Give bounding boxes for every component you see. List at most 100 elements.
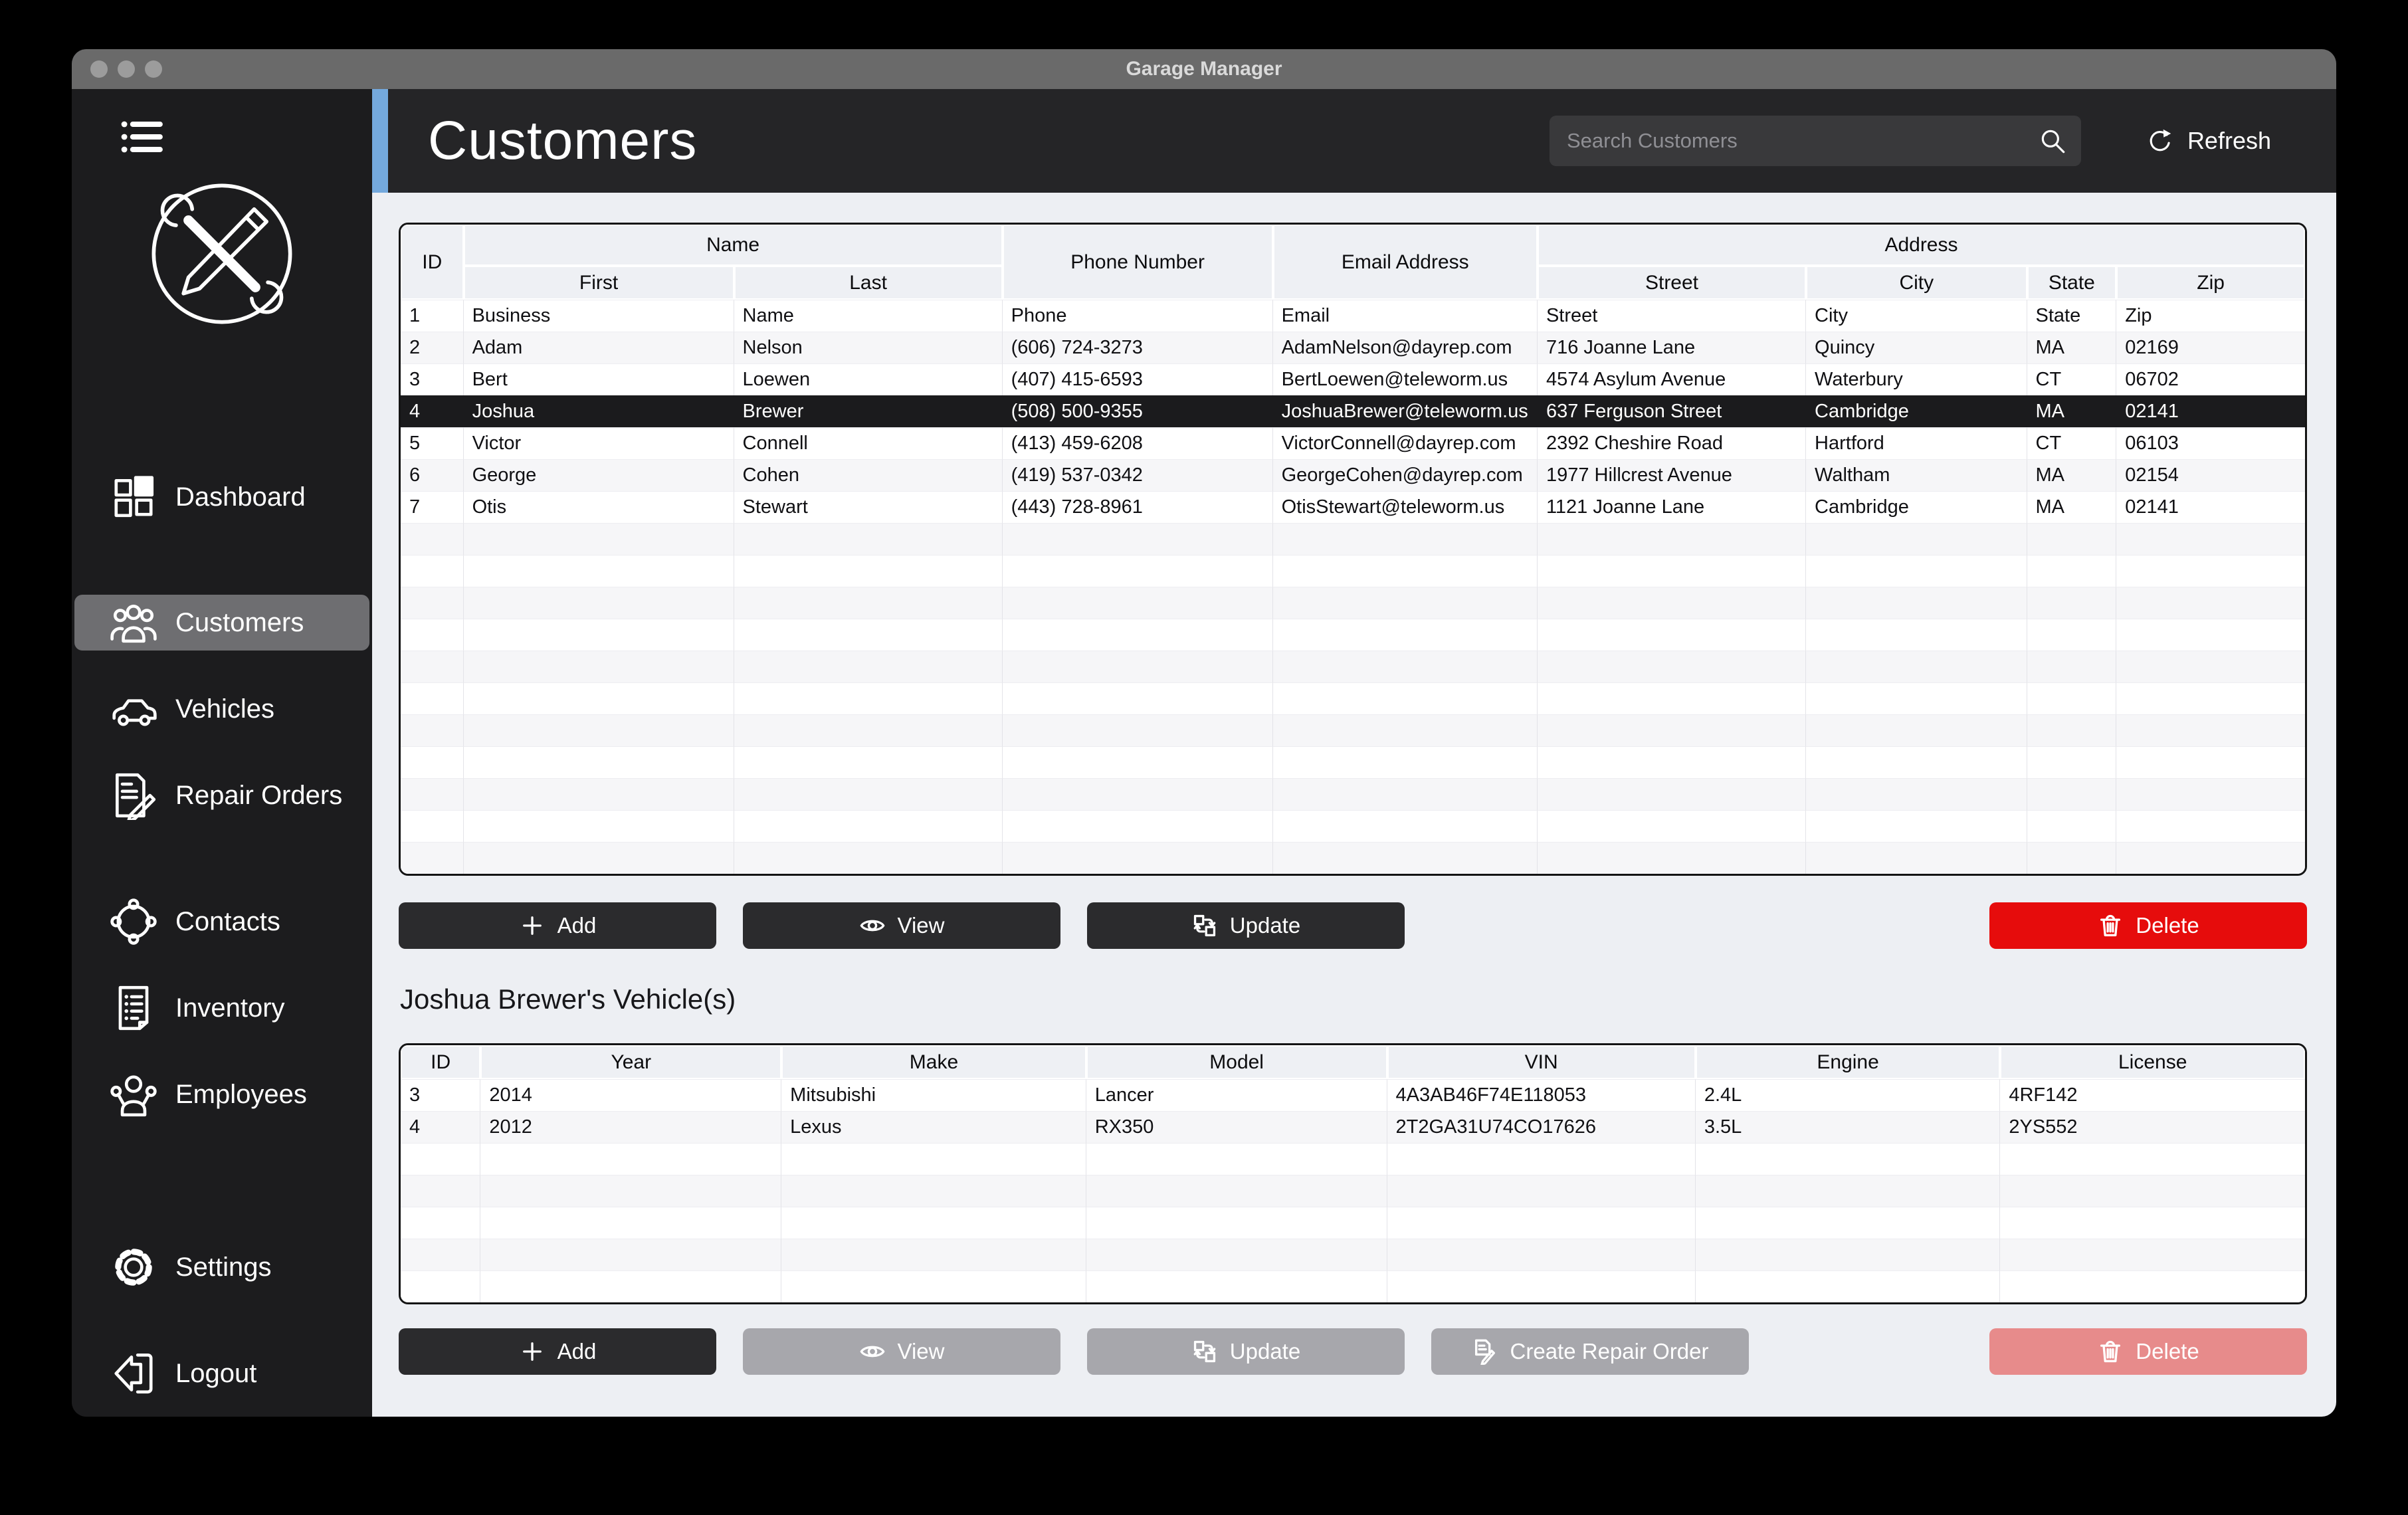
close-window-button[interactable]	[90, 60, 108, 78]
sidebar-item-vehicles[interactable]: Vehicles	[74, 681, 369, 737]
table-cell: GeorgeCohen@dayrep.com	[1272, 459, 1538, 491]
table-row[interactable]: 1 Business Name Phone Email Street City State Zi…	[401, 300, 2305, 332]
vehicles-section-title: Joshua Brewer's Vehicle(s)	[400, 983, 736, 1015]
table-cell	[1002, 555, 1273, 587]
veh-col-model[interactable]: Model	[1086, 1045, 1387, 1079]
table-cell: Hartford	[1806, 427, 2027, 459]
sidebar-item-employees[interactable]: Employees	[74, 1066, 369, 1122]
table-cell	[401, 746, 464, 778]
delete-vehicle-button[interactable]: Delete	[1989, 1328, 2307, 1375]
table-cell	[2116, 651, 2305, 682]
table-row[interactable]	[401, 810, 2305, 842]
table-cell	[2116, 682, 2305, 714]
veh-col-vin[interactable]: VIN	[1387, 1045, 1696, 1079]
table-row[interactable]: 2 Adam Nelson (606) 724-3273 AdamNelson@dayr…	[401, 332, 2305, 363]
table-row[interactable]	[401, 682, 2305, 714]
table-cell	[1695, 1270, 2001, 1302]
sidebar-item-repair-orders[interactable]: Repair Orders	[74, 767, 369, 823]
table-cell: 3	[401, 1079, 481, 1111]
view-customer-button[interactable]: View	[743, 902, 1060, 949]
col-header-street[interactable]: Street	[1537, 266, 1807, 300]
table-row[interactable]	[401, 714, 2305, 746]
view-vehicle-button[interactable]: View	[743, 1328, 1060, 1375]
table-cell: State	[2027, 300, 2117, 332]
table-cell: Connell	[734, 427, 1003, 459]
sidebar-item-customers[interactable]: Customers	[74, 595, 369, 651]
table-cell: Brewer	[734, 395, 1003, 427]
create-repair-order-button[interactable]: Create Repair Order	[1431, 1328, 1749, 1375]
table-row[interactable]	[401, 778, 2305, 810]
table-row[interactable]	[401, 1239, 2305, 1270]
veh-col-license[interactable]: License	[2000, 1045, 2305, 1079]
minimize-window-button[interactable]	[118, 60, 135, 78]
table-cell	[2116, 523, 2305, 555]
table-cell: CT	[2027, 427, 2117, 459]
add-vehicle-button[interactable]: Add	[399, 1328, 716, 1375]
table-row[interactable]	[401, 651, 2305, 682]
veh-col-make[interactable]: Make	[781, 1045, 1086, 1079]
table-row[interactable]: 4 2012 Lexus RX350 2T2GA31U74CO17626 3.5L 2YS5…	[401, 1111, 2305, 1143]
trash-icon	[2100, 914, 2121, 937]
table-row[interactable]: 5 Victor Connell (413) 459-6208 VictorConnel…	[401, 427, 2305, 459]
table-cell	[1086, 1175, 1387, 1207]
sidebar-item-contacts[interactable]: Contacts	[74, 894, 369, 950]
table-row[interactable]	[401, 619, 2305, 651]
customers-table: ID Name Phone Number Email Address Addre…	[399, 223, 2307, 876]
update-vehicle-button[interactable]: Update	[1087, 1328, 1405, 1375]
table-cell: Mitsubishi	[781, 1079, 1086, 1111]
table-row[interactable]	[401, 746, 2305, 778]
page-title: Customers	[428, 110, 698, 171]
veh-col-engine[interactable]: Engine	[1695, 1045, 2001, 1079]
table-row[interactable]: 7 Otis Stewart (443) 728-8961 OtisStewart@te…	[401, 491, 2305, 523]
sidebar-item-inventory[interactable]: Inventory	[74, 980, 369, 1036]
col-header-email[interactable]: Email Address	[1272, 225, 1538, 300]
col-header-first[interactable]: First	[463, 266, 734, 300]
table-row[interactable]	[401, 1143, 2305, 1175]
col-header-zip[interactable]: Zip	[2116, 266, 2305, 300]
table-row[interactable]	[401, 587, 2305, 619]
refresh-button[interactable]: Refresh	[2145, 89, 2271, 193]
sidebar-item-dashboard[interactable]: Dashboard	[74, 469, 369, 525]
table-cell	[1272, 555, 1538, 587]
table-cell	[2027, 682, 2117, 714]
table-cell	[1272, 651, 1538, 682]
table-cell	[1002, 651, 1273, 682]
table-row[interactable]	[401, 1175, 2305, 1207]
table-cell	[2116, 555, 2305, 587]
sidebar-item-settings[interactable]: Settings	[74, 1239, 369, 1295]
table-row[interactable]	[401, 842, 2305, 874]
table-cell: Quincy	[1806, 332, 2027, 363]
col-header-city[interactable]: City	[1806, 266, 2027, 300]
mechanic-icon	[110, 1075, 157, 1117]
menu-list-icon[interactable]	[110, 112, 174, 162]
col-header-phone[interactable]: Phone Number	[1002, 225, 1273, 300]
table-row[interactable]	[401, 1270, 2305, 1302]
col-header-address[interactable]: Address	[1537, 225, 2305, 266]
table-cell: OtisStewart@teleworm.us	[1272, 491, 1538, 523]
table-cell	[1695, 1143, 2001, 1175]
table-cell	[734, 714, 1003, 746]
veh-col-year[interactable]: Year	[480, 1045, 782, 1079]
sidebar-item-logout[interactable]: Logout	[74, 1346, 369, 1401]
table-row[interactable]: 3 2014 Mitsubishi Lancer 4A3AB46F74E118053 2.…	[401, 1079, 2305, 1111]
search-input[interactable]	[1550, 129, 2037, 153]
veh-col-id[interactable]: ID	[401, 1045, 481, 1079]
col-header-last[interactable]: Last	[734, 266, 1003, 300]
update-customer-button[interactable]: Update	[1087, 902, 1405, 949]
table-row[interactable]: 4 Joshua Brewer (508) 500-9355 JoshuaBrewer@…	[401, 395, 2305, 427]
col-header-name[interactable]: Name	[463, 225, 1003, 266]
table-cell: 02141	[2116, 395, 2305, 427]
table-row[interactable]	[401, 523, 2305, 555]
maximize-window-button[interactable]	[145, 60, 162, 78]
table-cell: City	[1806, 300, 2027, 332]
delete-customer-button[interactable]: Delete	[1989, 902, 2307, 949]
table-row[interactable]: 3 Bert Loewen (407) 415-6593 BertLoewen@tele…	[401, 363, 2305, 395]
table-row[interactable]	[401, 1207, 2305, 1239]
table-row[interactable]: 6 George Cohen (419) 537-0342 GeorgeCohen@da…	[401, 459, 2305, 491]
col-header-id[interactable]: ID	[401, 225, 464, 300]
add-customer-button[interactable]: Add	[399, 902, 716, 949]
table-row[interactable]	[401, 555, 2305, 587]
col-header-state[interactable]: State	[2027, 266, 2117, 300]
search-icon[interactable]	[2037, 126, 2068, 156]
table-cell	[2027, 523, 2117, 555]
